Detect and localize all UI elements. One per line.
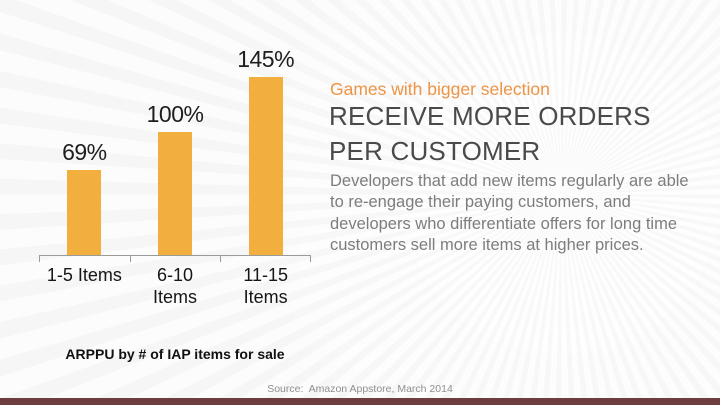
category-label: 1-5 Items xyxy=(46,265,122,285)
bar-value-label: 100% xyxy=(146,101,204,127)
main-heading: RECEIVE MORE ORDERS PER CUSTOMER xyxy=(329,101,651,166)
bar-value-label: 69% xyxy=(62,139,107,165)
axis-tick xyxy=(310,256,311,262)
eyebrow-heading: Games with bigger selection xyxy=(330,79,550,99)
source-attribution: Source: Amazon Appstore, March 2014 xyxy=(267,383,453,395)
chart-caption: ARPPU by # of IAP items for sale xyxy=(65,346,285,362)
bar-value-label: 145% xyxy=(237,46,295,72)
axis-tick xyxy=(220,256,222,262)
category-label: 11-15 Items xyxy=(243,265,289,307)
bar xyxy=(67,170,102,255)
axis-tick xyxy=(129,256,131,262)
bar xyxy=(158,132,192,255)
bar xyxy=(248,77,283,255)
axis-tick xyxy=(39,256,40,262)
chart-category-labels: 1-5 Items 6-10 Items 11-15 Items xyxy=(39,264,311,308)
body-paragraph: Developers that add new items regularly … xyxy=(330,172,689,254)
chart-plot-area: 69% 100% 145% xyxy=(39,0,311,255)
bar-chart: 69% 100% 145% xyxy=(39,0,311,255)
chart-x-axis xyxy=(39,255,311,262)
category-label: 6-10 Items xyxy=(153,265,198,307)
footer-accent-bar xyxy=(0,398,720,405)
